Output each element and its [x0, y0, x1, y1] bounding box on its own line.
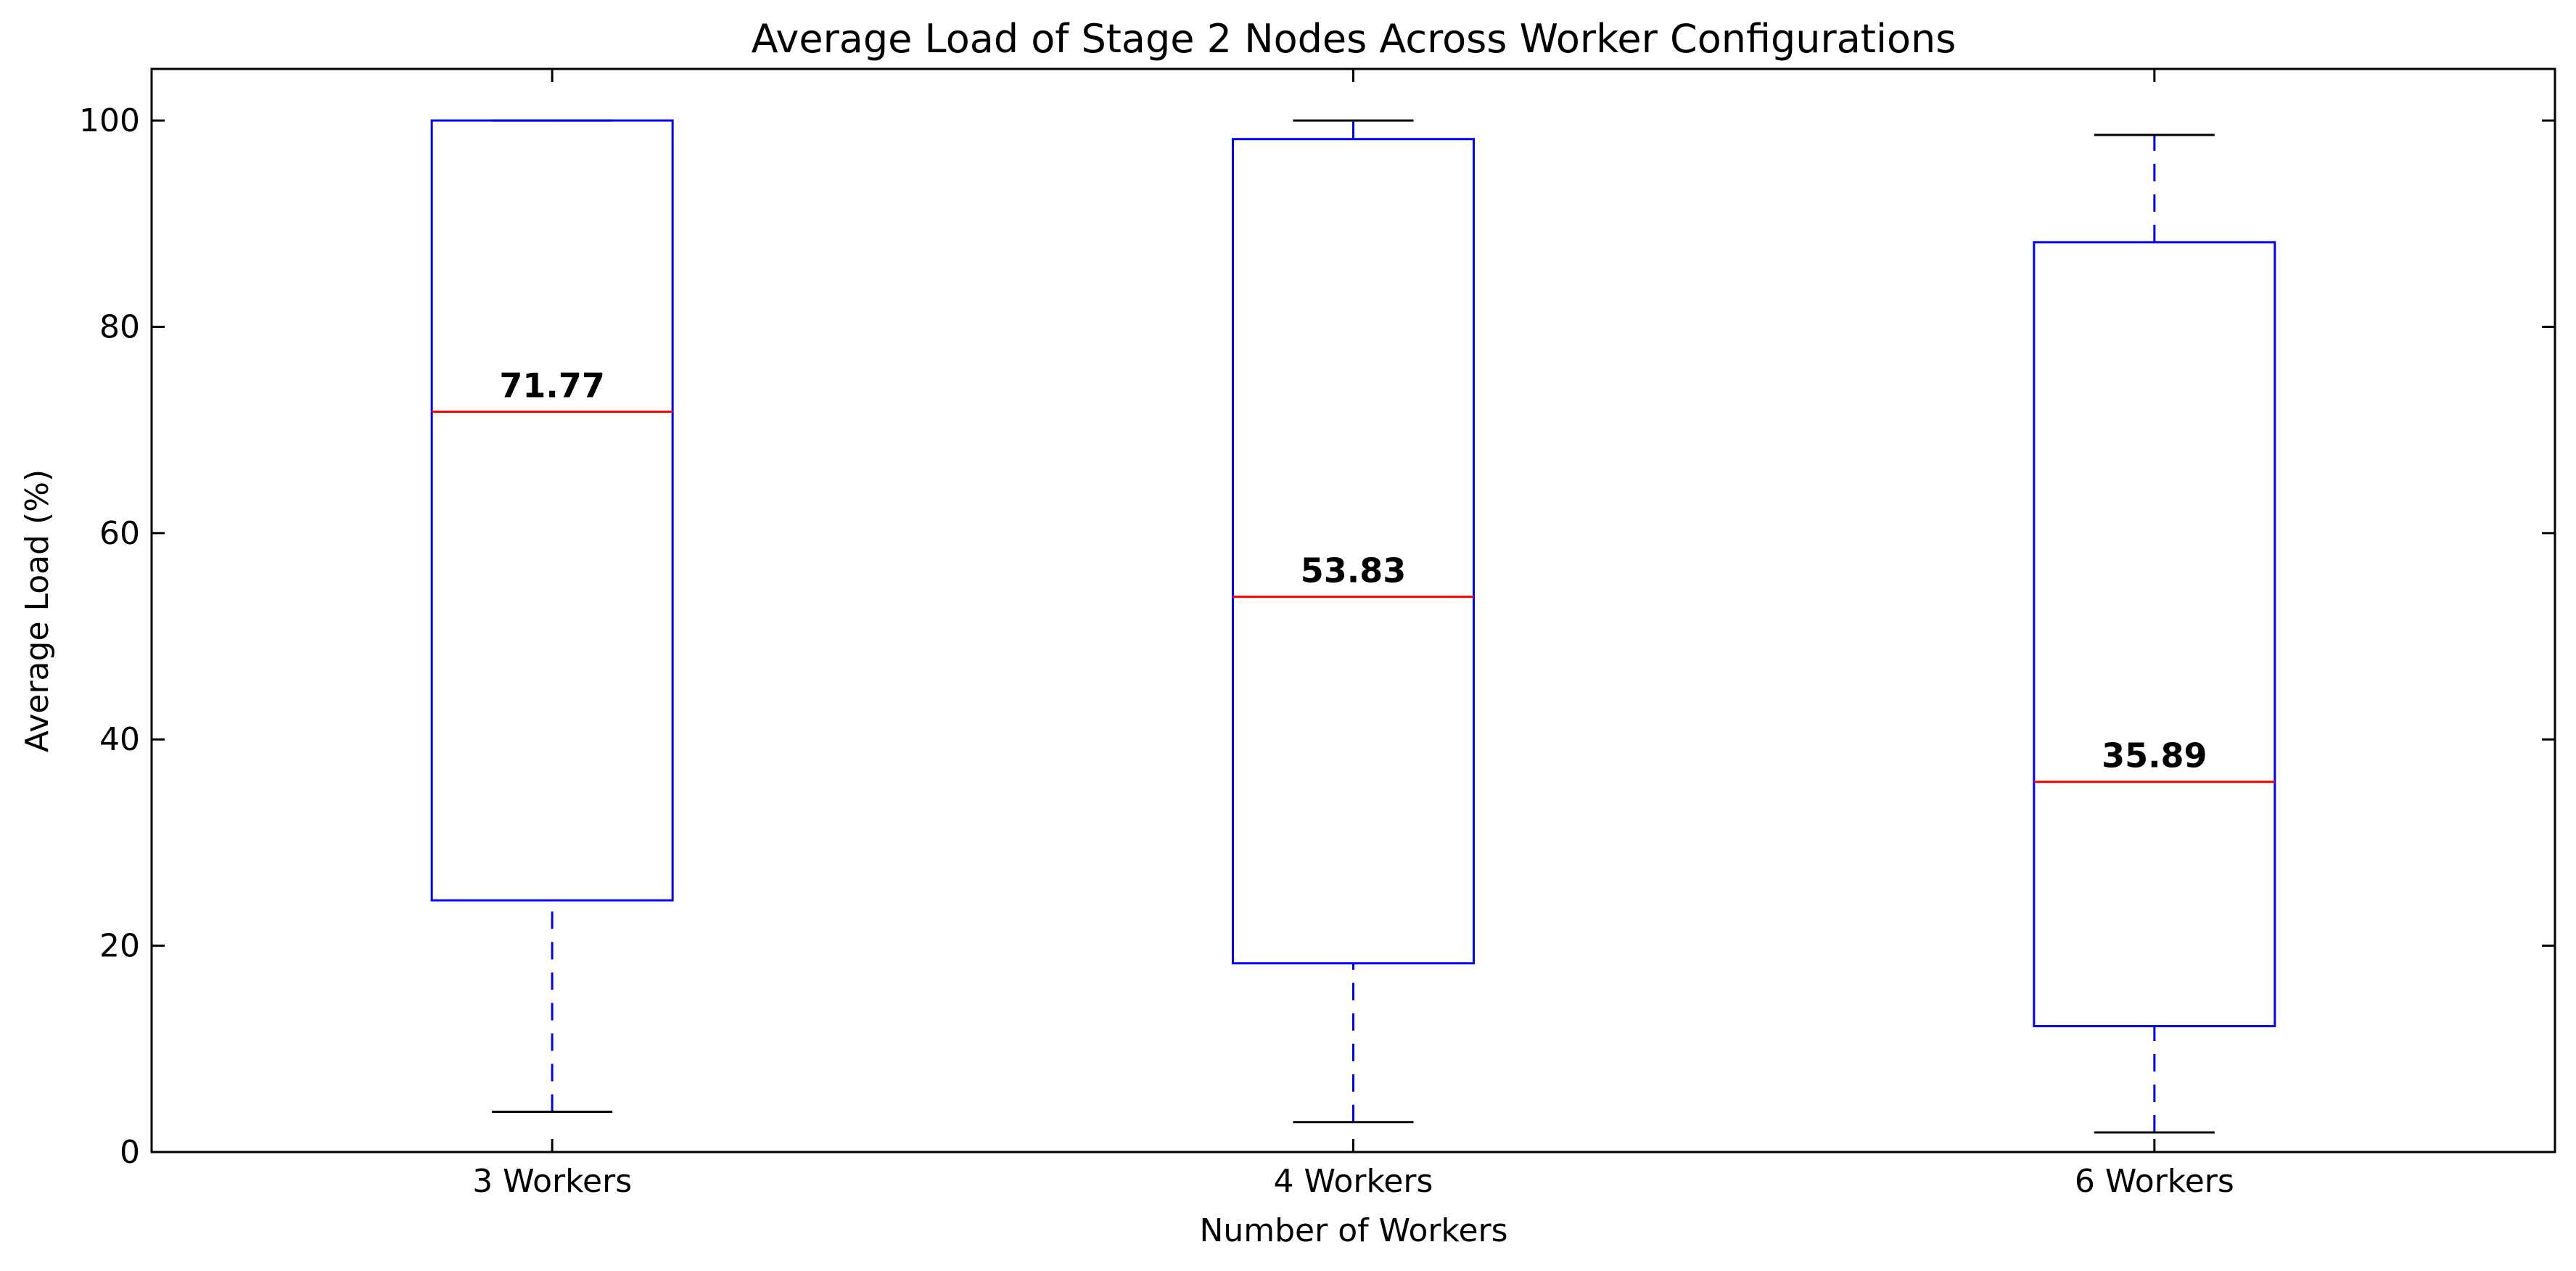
y-tick-label: 80: [99, 308, 140, 345]
y-tick-label: 20: [99, 928, 140, 965]
y-tick-label: 60: [99, 515, 140, 552]
median-label: 35.89: [2102, 736, 2207, 776]
iqr-box: [2033, 241, 2276, 1028]
y-tick-label: 100: [79, 102, 140, 139]
iqr-box: [1232, 138, 1475, 965]
y-tick-label: 0: [120, 1134, 140, 1171]
y-axis-label: Average Load (%): [19, 469, 56, 752]
median-label: 71.77: [499, 366, 605, 405]
x-tick-label: 3 Workers: [472, 1163, 632, 1200]
x-tick-label: 4 Workers: [1274, 1163, 1433, 1200]
y-tick-label: 40: [99, 721, 140, 758]
x-axis-label: Number of Workers: [1199, 1212, 1507, 1249]
iqr-box: [430, 119, 674, 902]
chart-title: Average Load of Stage 2 Nodes Across Wor…: [752, 16, 1956, 62]
median-label: 53.83: [1301, 551, 1407, 591]
x-tick-label: 6 Workers: [2075, 1163, 2234, 1200]
plot-area: 0 20 40 60 80 100 3 Workers 71.77 4 Workers 53.83…: [79, 67, 2556, 1200]
